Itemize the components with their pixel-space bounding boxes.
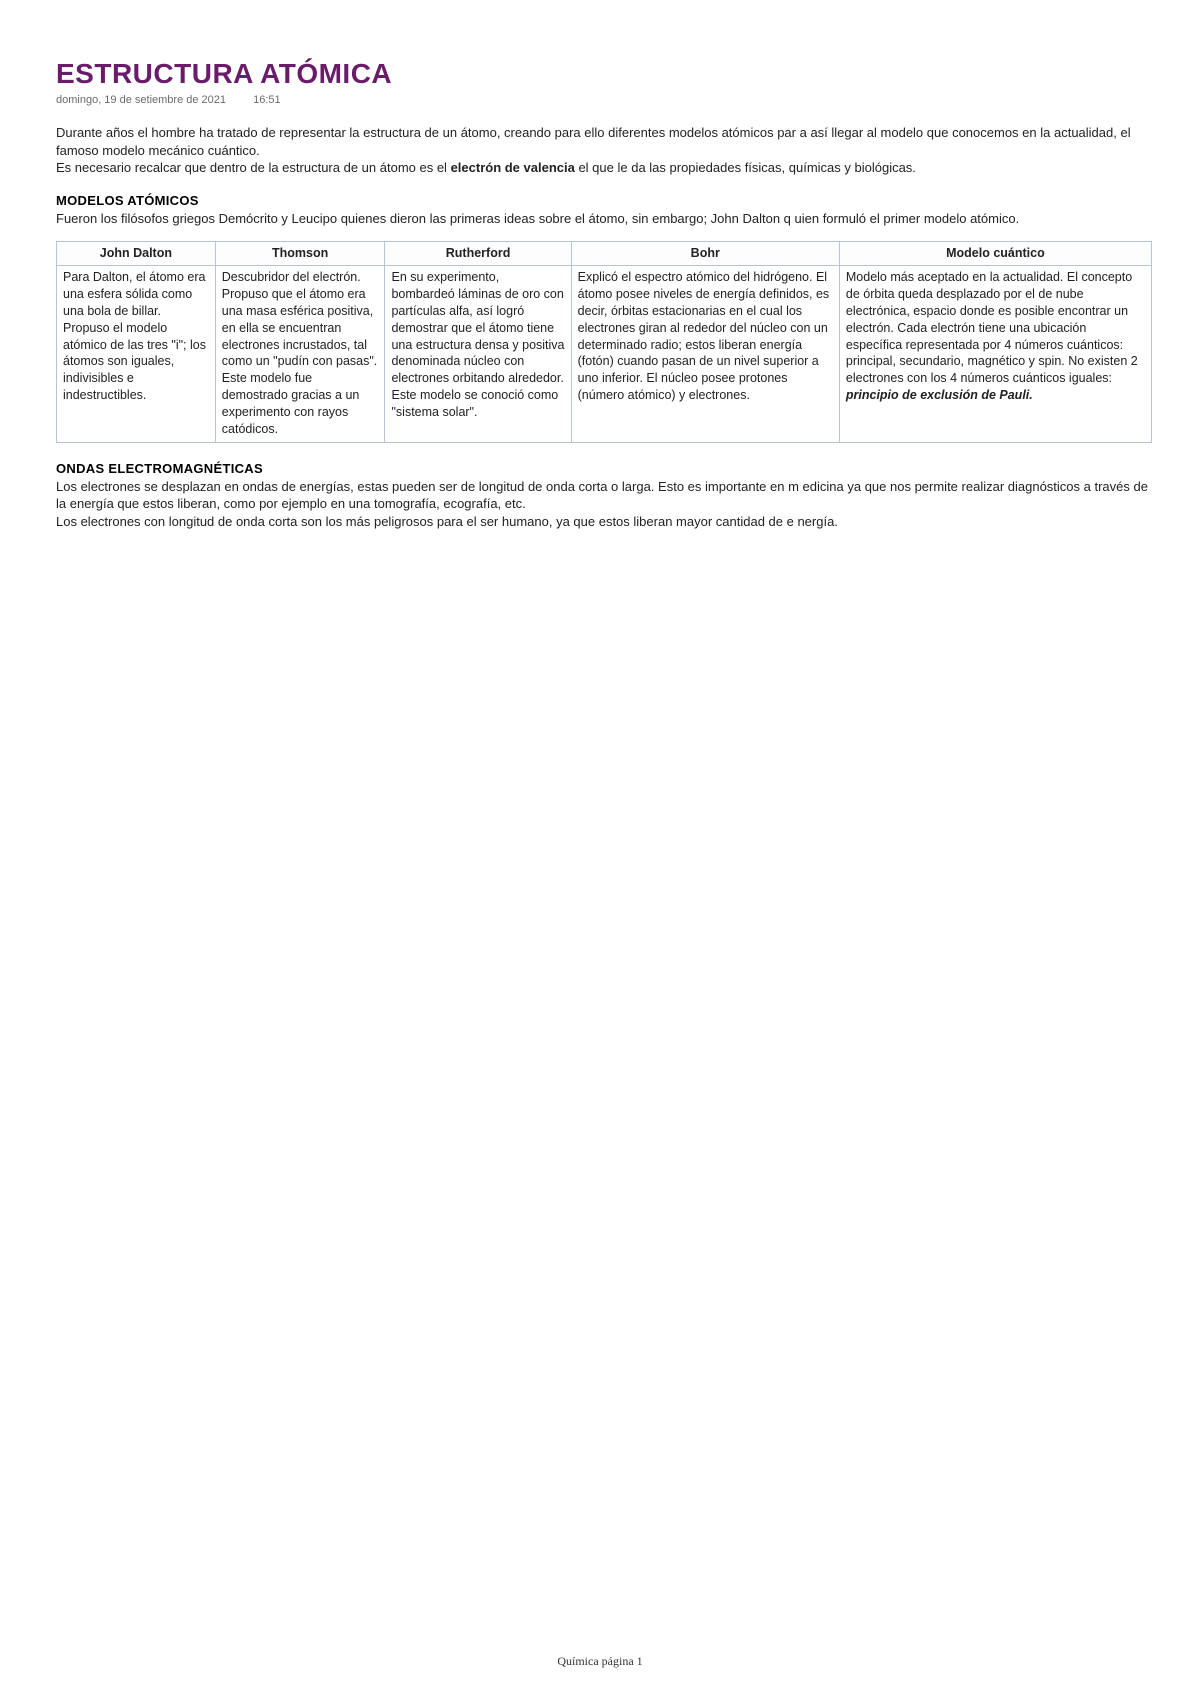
th-bohr: Bohr	[571, 242, 839, 266]
intro-p1: Durante años el hombre ha tratado de rep…	[56, 124, 1152, 159]
th-thomson: Thomson	[215, 242, 385, 266]
intro-p2-bold: electrón de valencia	[451, 160, 575, 175]
page-footer: Química página 1	[0, 1654, 1200, 1669]
th-cuantico: Modelo cuántico	[839, 242, 1151, 266]
th-rutherford: Rutherford	[385, 242, 571, 266]
models-heading: MODELOS ATÓMICOS	[56, 193, 1152, 208]
page-title: ESTRUCTURA ATÓMICA	[56, 58, 1152, 90]
intro-block: Durante años el hombre ha tratado de rep…	[56, 124, 1152, 177]
meta-date: domingo, 19 de setiembre de 2021	[56, 94, 226, 106]
models-table: John Dalton Thomson Rutherford Bohr Mode…	[56, 241, 1152, 443]
td-cuantico: Modelo más aceptado en la actualidad. El…	[839, 266, 1151, 443]
intro-p2: Es necesario recalcar que dentro de la e…	[56, 159, 1152, 177]
td-rutherford: En su experimento, bombardeó láminas de …	[385, 266, 571, 443]
waves-p2: Los electrones con longitud de onda cort…	[56, 513, 1152, 531]
meta-time: 16:51	[253, 94, 281, 106]
td-cuantico-bold: principio de exclusión de Pauli.	[846, 388, 1033, 402]
td-thomson: Descubridor del electrón. Propuso que el…	[215, 266, 385, 443]
waves-heading: ONDAS ELECTROMAGNÉTICAS	[56, 461, 1152, 476]
table-header-row: John Dalton Thomson Rutherford Bohr Mode…	[57, 242, 1152, 266]
page-meta: domingo, 19 de setiembre de 2021 16:51	[56, 94, 1152, 106]
models-body: Fueron los filósofos griegos Demócrito y…	[56, 210, 1152, 228]
waves-p1: Los electrones se desplazan en ondas de …	[56, 478, 1152, 513]
td-cuantico-text: Modelo más aceptado en la actualidad. El…	[846, 270, 1138, 385]
td-bohr: Explicó el espectro atómico del hidrógen…	[571, 266, 839, 443]
intro-p2-after: el que le da las propiedades físicas, qu…	[575, 160, 916, 175]
th-dalton: John Dalton	[57, 242, 216, 266]
td-dalton: Para Dalton, el átomo era una esfera sól…	[57, 266, 216, 443]
waves-body: Los electrones se desplazan en ondas de …	[56, 478, 1152, 531]
intro-p2-before: Es necesario recalcar que dentro de la e…	[56, 160, 451, 175]
table-row: Para Dalton, el átomo era una esfera sól…	[57, 266, 1152, 443]
